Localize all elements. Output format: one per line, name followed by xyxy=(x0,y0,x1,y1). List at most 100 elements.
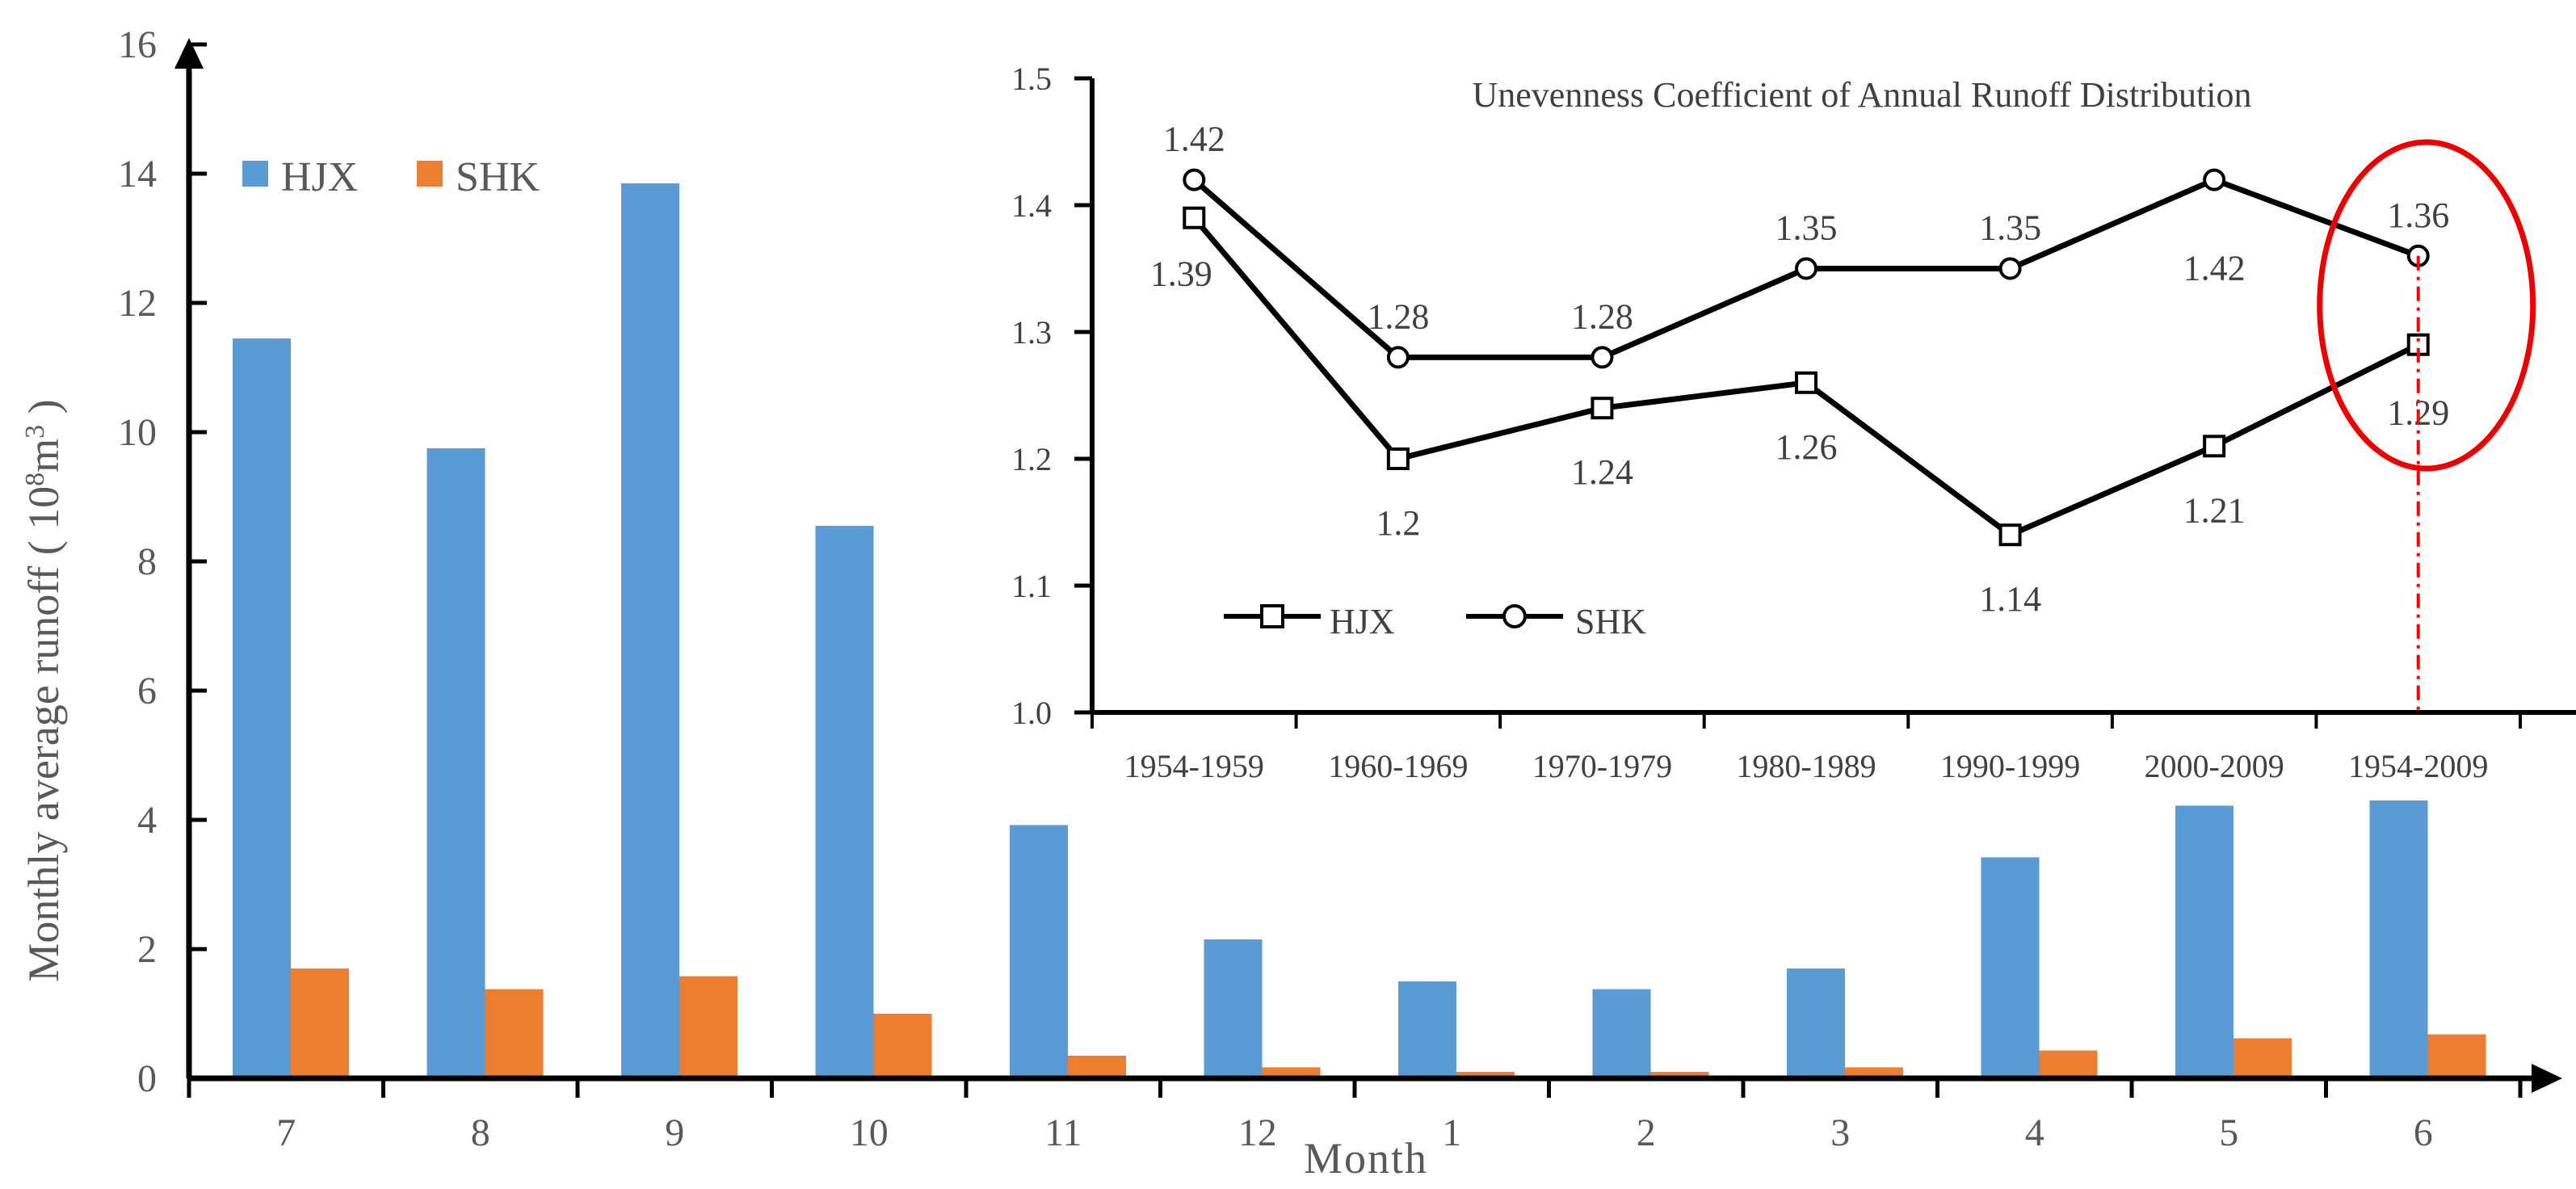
bar-hjx-6 xyxy=(2369,800,2428,1078)
bar-hjx-10 xyxy=(815,526,874,1078)
x-tick-label: 5 xyxy=(2219,1111,2238,1154)
inset-x-tick-label: 1980-1989 xyxy=(1736,748,1876,784)
inset-axes xyxy=(1074,76,2576,729)
bar-shk-11 xyxy=(1068,1056,1126,1078)
inset-chart: Unevenness Coefficient of Annual Runoff … xyxy=(945,44,2576,788)
point-shk-1954-1959 xyxy=(1183,168,1206,191)
data-label-shk: 1.36 xyxy=(2387,195,2449,235)
x-tick-label: 8 xyxy=(471,1111,490,1154)
bar-hjx-9 xyxy=(621,183,679,1078)
inset-legend-label-shk: SHK xyxy=(1575,602,1646,641)
point-shk-1960-1969 xyxy=(1386,346,1410,369)
bar-shk-1 xyxy=(1456,1072,1515,1078)
y-tick-label: 4 xyxy=(137,799,157,842)
main-axes xyxy=(174,38,2562,1098)
data-label-hjx: 1.39 xyxy=(1150,254,1212,294)
inset-x-tick-label: 1990-1999 xyxy=(1940,748,2080,784)
point-shk-1980-1989 xyxy=(1795,257,1817,280)
data-label-shk: 1.42 xyxy=(1163,120,1225,159)
bar-hjx-8 xyxy=(427,448,485,1078)
highlight-ellipse xyxy=(2317,139,2536,472)
data-label-hjx: 1.26 xyxy=(1775,427,1838,467)
point-hjx-1980-1989 xyxy=(1795,371,1817,394)
bar-hjx-7 xyxy=(233,338,291,1078)
legend-marker-hjx xyxy=(1260,604,1284,628)
x-tick-label: 2 xyxy=(1637,1111,1656,1154)
point-hjx-1954-1959 xyxy=(1183,206,1206,229)
point-shk-1990-1999 xyxy=(1998,257,2022,280)
legend-label-hjx: HJX xyxy=(281,154,358,200)
bar-shk-8 xyxy=(485,989,544,1078)
legend-swatch-hjx xyxy=(242,161,268,187)
y-tick-label: 0 xyxy=(137,1057,157,1100)
main-legend: HJX SHK xyxy=(242,154,540,200)
inset-y-tick-label: 1.3 xyxy=(1011,314,1052,351)
y-tick-label: 8 xyxy=(137,540,157,583)
bar-hjx-5 xyxy=(2175,805,2234,1078)
inset-x-tick-label: 1960-1969 xyxy=(1328,748,1468,784)
y-tick-label: 16 xyxy=(118,23,157,66)
inset-legend: HJX SHK xyxy=(1224,602,1646,641)
y-axis-arrow xyxy=(174,38,204,69)
point-hjx-1960-1969 xyxy=(1386,447,1410,470)
bar-hjx-2 xyxy=(1592,989,1651,1078)
x-tick-label: 6 xyxy=(2414,1111,2433,1154)
bar-hjx-3 xyxy=(1787,968,1845,1078)
x-tick-label: 11 xyxy=(1044,1111,1082,1154)
y-tick-label: 10 xyxy=(118,411,157,454)
inset-y-tick-label: 1.1 xyxy=(1011,568,1052,604)
bar-shk-10 xyxy=(873,1014,932,1078)
bar-shk-7 xyxy=(291,968,349,1078)
bar-shk-4 xyxy=(2039,1050,2098,1078)
x-tick-label: 3 xyxy=(1830,1111,1850,1154)
x-tick-label: 4 xyxy=(2025,1111,2044,1154)
inset-background xyxy=(945,44,2576,788)
inset-y-tick-label: 1.5 xyxy=(1011,61,1052,97)
bar-hjx-11 xyxy=(1010,825,1068,1078)
point-hjx-2000-2009 xyxy=(2203,435,2226,458)
legend-label-shk: SHK xyxy=(456,154,540,200)
point-shk-2000-2009 xyxy=(2203,168,2226,191)
bar-shk-6 xyxy=(2427,1034,2486,1078)
data-label-shk: 1.42 xyxy=(2183,249,2246,288)
main-bars xyxy=(233,183,2486,1078)
x-tick-label: 7 xyxy=(276,1111,296,1154)
y-axis-title: Monthly average runoff ( 108m3 ) xyxy=(19,399,68,981)
inset-legend-label-hjx: HJX xyxy=(1330,602,1395,641)
inset-y-tick-label: 1.0 xyxy=(1011,695,1052,731)
x-axis-title: Month xyxy=(1304,1134,1428,1183)
x-axis-arrow xyxy=(2532,1064,2562,1093)
inset-x-tick-label: 1954-1959 xyxy=(1124,748,1264,784)
legend-marker-shk xyxy=(1502,604,1527,628)
bar-hjx-4 xyxy=(1981,857,2040,1078)
data-label-hjx: 1.24 xyxy=(1571,452,1633,492)
data-label-hjx: 1.14 xyxy=(1979,579,2041,619)
inset-x-tick-label: 2000-2009 xyxy=(2144,748,2284,784)
data-label-shk: 1.35 xyxy=(1979,208,2041,248)
inset-lines xyxy=(1183,168,2430,547)
data-label-shk: 1.28 xyxy=(1367,296,1429,336)
inset-y-tick-label: 1.2 xyxy=(1011,441,1052,477)
point-hjx-1970-1979 xyxy=(1591,397,1614,420)
data-label-shk: 1.35 xyxy=(1775,208,1838,248)
bar-hjx-1 xyxy=(1398,981,1456,1078)
x-tick-label: 1 xyxy=(1442,1111,1461,1154)
x-tick-label: 9 xyxy=(665,1111,684,1154)
y-tick-label: 6 xyxy=(137,670,157,712)
inset-x-tick-label: 1954-2009 xyxy=(2348,748,2488,784)
x-tick-label: 10 xyxy=(850,1111,889,1154)
inset-title: Unevenness Coefficient of Annual Runoff … xyxy=(1472,75,2251,115)
inset-x-tick-label: 1970-1979 xyxy=(1532,748,1672,784)
bar-hjx-12 xyxy=(1204,939,1263,1078)
point-shk-1970-1979 xyxy=(1591,346,1614,369)
inset-highlight xyxy=(2317,139,2536,712)
bar-shk-2 xyxy=(1650,1072,1709,1078)
x-tick-label: 12 xyxy=(1238,1111,1277,1154)
legend-swatch-shk xyxy=(417,161,443,187)
inset-tick-labels: 1.0 1.1 1.2 1.3 1.4 1.5 1954-1959 1960-1969 1970… xyxy=(1011,61,2488,784)
inset-y-tick-label: 1.4 xyxy=(1011,187,1052,224)
data-label-hjx: 1.21 xyxy=(2183,490,2246,530)
point-hjx-1990-1999 xyxy=(1998,523,2022,547)
